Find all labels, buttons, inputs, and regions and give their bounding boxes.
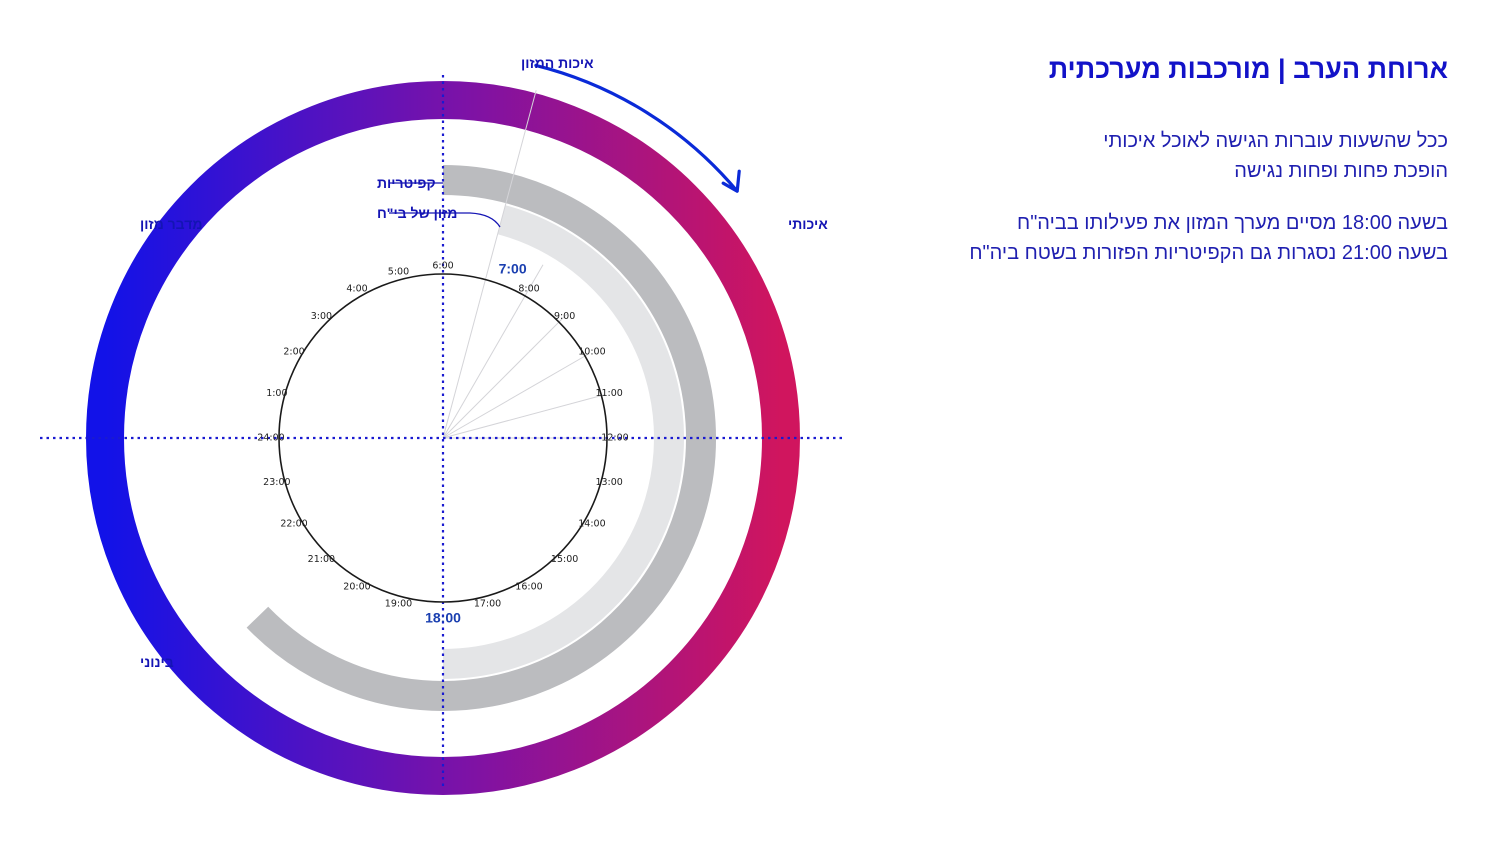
- hour-label-9-00: 9:00: [554, 311, 575, 322]
- hospital-food-leader-line: [389, 212, 501, 228]
- hour-ray-7: [442, 90, 537, 439]
- label-quality-medium: בינוני: [140, 654, 174, 670]
- hour-label-20-00: 20:00: [343, 581, 370, 592]
- hour-label-14-00: 14:00: [578, 519, 605, 530]
- label-hospital-food: מזון של בי"ח: [377, 205, 457, 221]
- hour-label-15-00: 15:00: [551, 554, 578, 565]
- cafeteria-hours-band: [246, 165, 716, 711]
- hour-label-18-00: 18:00: [425, 610, 461, 626]
- hour-label-8-00: 8:00: [518, 284, 539, 295]
- panel-line-2: הופכת פחות ופחות נגישה: [1234, 160, 1448, 182]
- clock-face: [278, 273, 608, 603]
- hour-label-17-00: 17:00: [474, 599, 501, 610]
- hour-labels: 1:00 2:00 3:00 4:00 5:00 6:00 7:00 8:00 9:00 10:0…: [257, 261, 628, 626]
- panel-line-3: בשעה 18:00 מסיים מערך המזון את פעילותו ב…: [1017, 212, 1448, 234]
- hour-label-21-00: 21:00: [308, 554, 335, 565]
- hour-label-4-00: 4:00: [346, 284, 367, 295]
- hour-label-1-00: 1:00: [266, 388, 287, 399]
- hour-ray-9: [442, 313, 568, 439]
- quality-direction-arrow-icon: [534, 63, 741, 193]
- hour-label-16-00: 16:00: [515, 581, 542, 592]
- label-food-quality: איכות המזון: [521, 55, 594, 71]
- hour-label-22-00: 22:00: [280, 519, 307, 530]
- label-cafeterias: קפיטריות: [377, 175, 436, 191]
- panel-line-1: ככל שהשעות עוברות הגישה לאוכל איכותי: [1103, 130, 1448, 152]
- hour-label-6-00: 6:00: [432, 261, 453, 272]
- hour-ray-8: [442, 264, 544, 439]
- panel-line-4: בשעה 21:00 נסגרות גם הקפיטריות הפזורות ב…: [969, 242, 1448, 264]
- hour-label-19-00: 19:00: [385, 599, 412, 610]
- hour-ray-10: [442, 353, 589, 439]
- hour-label-12-00: 12:00: [601, 433, 628, 444]
- panel-title: ארוחת הערב | מורכבות מערכתית: [1048, 54, 1448, 84]
- hospital-food-hours-band: [442, 205, 684, 679]
- hour-label-3-00: 3:00: [311, 311, 332, 322]
- label-food-desert: מדבר מזון: [140, 216, 203, 232]
- label-quality-high: איכותי: [788, 216, 828, 232]
- hour-label-10-00: 10:00: [578, 347, 605, 358]
- hour-ray-11: [442, 394, 606, 439]
- hour-label-11-00: 11:00: [595, 388, 622, 399]
- hour-label-23-00: 23:00: [263, 477, 290, 488]
- description-panel: ארוחת הערב | מורכבות מערכתית ככל שהשעות …: [808, 52, 1448, 268]
- hour-label-2-00: 2:00: [283, 347, 304, 358]
- hour-label-24-00: 24:00: [257, 433, 284, 444]
- hour-label-13-00: 13:00: [595, 477, 622, 488]
- hour-label-7-00: 7:00: [499, 261, 527, 277]
- hour-label-5-00: 5:00: [388, 266, 409, 277]
